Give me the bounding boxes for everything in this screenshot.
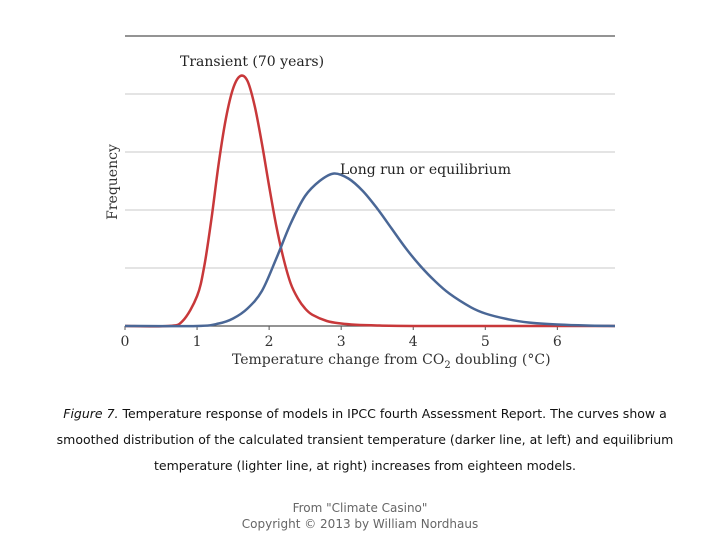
source-line-1: From "Climate Casino" [292, 501, 428, 515]
series-annotation-equilibrium: Long run or equilibrium [340, 162, 511, 178]
x-tick-label-6: 6 [553, 334, 562, 350]
grid-lines [125, 35, 615, 269]
figure-label: Figure 7. [63, 406, 119, 421]
x-tick-label-2: 2 [265, 334, 274, 350]
x-tick-label-0: 0 [121, 334, 130, 350]
frequency-chart: 0 1 2 3 4 5 6 Transient (70 years) Long run or… [105, 35, 616, 371]
source-credit: From "Climate Casino" Copyright © 2013 b… [0, 500, 720, 532]
x-tick-label-1: 1 [193, 334, 202, 350]
x-tick-label-3: 3 [337, 334, 346, 350]
series-curves [124, 74, 616, 328]
x-tick-label-5: 5 [481, 334, 490, 350]
transient-curve [124, 74, 615, 328]
x-axis-label-rest: doubling (°C) [451, 352, 551, 368]
x-tick-labels: 0 1 2 3 4 5 6 [121, 326, 562, 350]
figure-caption-text: Temperature response of models in IPCC f… [56, 406, 674, 473]
y-axis-label: Frequency [105, 144, 121, 220]
series-annotation-transient: Transient (70 years) [180, 54, 324, 70]
equilibrium-curve [124, 172, 616, 328]
x-axis-label: Temperature change from CO2 doubling (°C… [232, 352, 551, 371]
x-axis-label-subscript: 2 [444, 360, 450, 371]
figure-caption: Figure 7. Temperature response of models… [40, 401, 690, 479]
x-tick-label-4: 4 [409, 334, 418, 350]
source-line-2: Copyright © 2013 by William Nordhaus [241, 517, 479, 531]
x-axis-label-main: Temperature change from CO [232, 352, 444, 368]
